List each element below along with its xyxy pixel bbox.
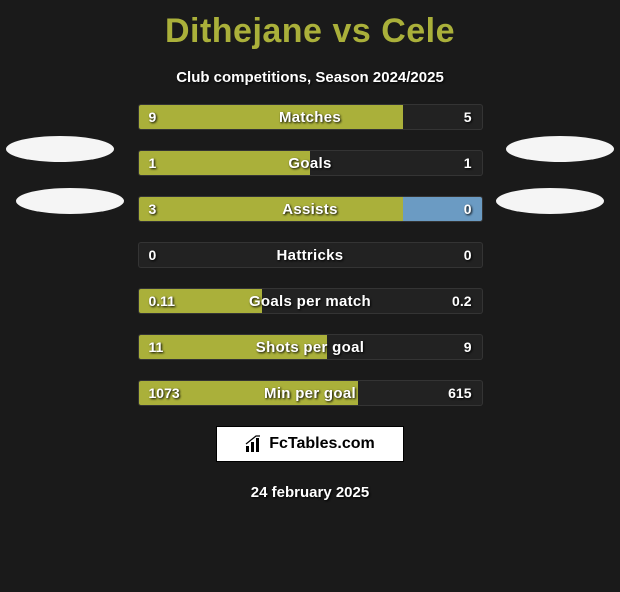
stat-label: Goals per match: [139, 289, 482, 313]
stat-row: 0Hattricks0: [138, 242, 483, 268]
page-title: Dithejane vs Cele: [0, 12, 620, 51]
chart-icon: [245, 435, 263, 453]
stat-label: Hattricks: [139, 243, 482, 267]
stat-label: Shots per goal: [139, 335, 482, 359]
stat-value-right: 0: [464, 243, 472, 267]
stat-value-right: 5: [464, 105, 472, 129]
player-avatar-left-2: [16, 188, 124, 214]
fctables-logo[interactable]: FcTables.com: [216, 426, 404, 462]
stat-row: 9Matches5: [138, 104, 483, 130]
stat-label: Goals: [139, 151, 482, 175]
stat-value-right: 615: [448, 381, 471, 405]
player-avatar-right-2: [496, 188, 604, 214]
logo-text: FcTables.com: [269, 435, 375, 453]
stat-row: 0.11Goals per match0.2: [138, 288, 483, 314]
stat-value-right: 1: [464, 151, 472, 175]
subtitle: Club competitions, Season 2024/2025: [0, 69, 620, 86]
stat-row: 1Goals1: [138, 150, 483, 176]
stat-row: 3Assists0: [138, 196, 483, 222]
player-avatar-right-1: [506, 136, 614, 162]
stat-value-right: 0.2: [452, 289, 471, 313]
stat-value-right: 0: [464, 197, 472, 221]
stat-row: 1073Min per goal615: [138, 380, 483, 406]
comparison-chart: 9Matches51Goals13Assists00Hattricks00.11…: [138, 104, 483, 406]
stat-row: 11Shots per goal9: [138, 334, 483, 360]
player-avatar-left-1: [6, 136, 114, 162]
generated-date: 24 february 2025: [0, 484, 620, 501]
stat-label: Assists: [139, 197, 482, 221]
title-vs: vs: [332, 12, 371, 50]
title-right: Cele: [381, 12, 455, 50]
stat-value-right: 9: [464, 335, 472, 359]
stat-label: Matches: [139, 105, 482, 129]
stat-label: Min per goal: [139, 381, 482, 405]
title-left: Dithejane: [165, 12, 323, 50]
